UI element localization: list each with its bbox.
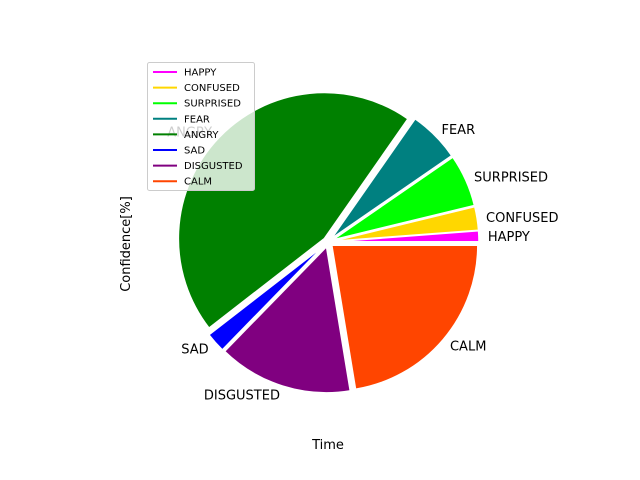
pie-slice-fear [330, 117, 453, 240]
slice-label-sad: SAD [181, 343, 208, 358]
legend-label-disgusted: DISGUSTED [184, 161, 243, 172]
legend: HAPPY CONFUSED SURPRISED FEAR ANGRY SAD DISGUS… [147, 62, 255, 191]
pie-slice-surprised [332, 156, 476, 241]
pie-slice-sad [207, 244, 325, 351]
slice-label-disgusted: DISGUSTED [204, 389, 280, 404]
pie-slice-confused [332, 205, 480, 242]
legend-label-calm: CALM [184, 177, 212, 188]
legend-label-fear: FEAR [184, 114, 210, 125]
legend-label-surprised: SURPRISED [184, 99, 241, 110]
pie-slice-disgusted [223, 245, 352, 394]
legend-label-happy: HAPPY [184, 68, 217, 79]
slice-label-surprised: SURPRISED [474, 171, 548, 186]
y-axis-label: Confidence[%] [119, 196, 134, 292]
legend-label-confused: CONFUSED [184, 83, 240, 94]
x-axis-label: Time [311, 438, 344, 453]
pie-slices [177, 91, 480, 394]
slice-label-happy: HAPPY [488, 230, 530, 245]
slice-label-calm: CALM [450, 340, 486, 355]
legend-label-sad: SAD [184, 146, 205, 157]
legend-items: HAPPY CONFUSED SURPRISED FEAR ANGRY SAD DISGUS… [153, 68, 243, 188]
legend-label-angry: ANGRY [184, 130, 219, 141]
slice-label-fear: FEAR [441, 123, 475, 138]
pie-slice-calm [330, 244, 479, 391]
slice-label-confused: CONFUSED [486, 211, 559, 226]
legend-frame [147, 62, 255, 191]
